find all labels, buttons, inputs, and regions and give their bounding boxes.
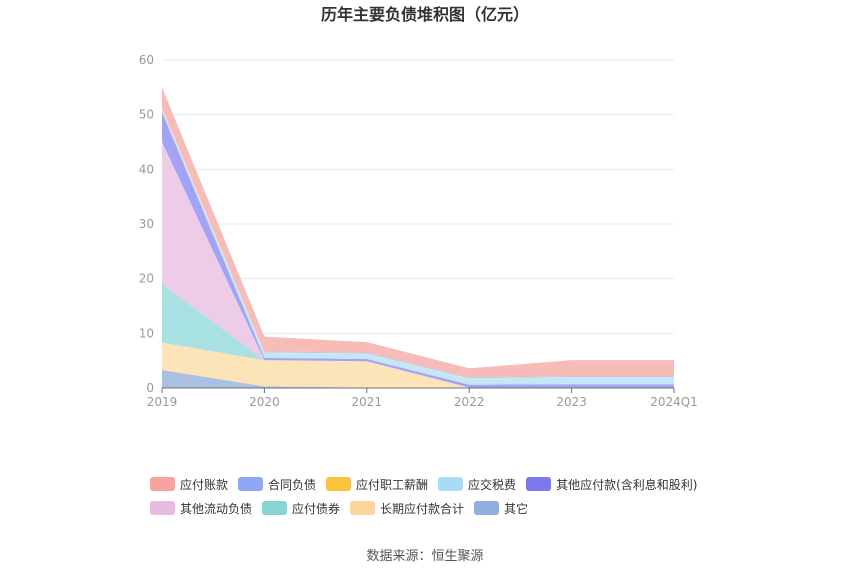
legend-swatch <box>438 477 464 491</box>
legend-swatch <box>474 501 500 515</box>
source-note: 数据来源：恒生聚源 <box>366 549 484 564</box>
legend-item[interactable]: 其他流动负债 <box>150 500 252 517</box>
legend-item[interactable]: 合同负债 <box>238 476 316 493</box>
legend-swatch <box>238 477 264 491</box>
legend-swatch <box>326 477 352 491</box>
x-tick-label: 2022 <box>454 395 485 409</box>
legend-item[interactable]: 其他应付款(含利息和股利) <box>526 476 697 493</box>
y-tick-label: 0 <box>146 381 154 395</box>
y-tick-label: 10 <box>139 326 154 340</box>
y-tick-label: 40 <box>139 162 154 176</box>
legend-label: 其他流动负债 <box>180 501 253 516</box>
chart-title: 历年主要负债堆积图（亿元） <box>321 5 529 24</box>
legend-label: 其他应付款(含利息和股利) <box>556 477 698 492</box>
legend-item[interactable]: 应付债券 <box>262 500 340 517</box>
legend-swatch <box>350 501 376 515</box>
legend-label: 合同负债 <box>268 477 317 492</box>
legend: 应付账款 合同负债 应付职工薪酬 应交税费 其他应付款(含利息和股利) 其他流动负债 应付… <box>150 472 750 520</box>
grid-lines: 0 10 20 30 40 50 60 <box>139 53 674 395</box>
area-series-1 <box>162 342 674 388</box>
legend-label: 其它 <box>504 501 529 516</box>
legend-item[interactable]: 长期应付款合计 <box>350 500 464 517</box>
legend-item[interactable]: 应交税费 <box>438 476 516 493</box>
y-tick-label: 20 <box>139 272 154 286</box>
y-tick-label: 30 <box>139 217 154 231</box>
x-tick-label: 2023 <box>556 395 587 409</box>
legend-item[interactable]: 应付职工薪酬 <box>326 476 428 493</box>
legend-label: 应付职工薪酬 <box>356 477 429 492</box>
legend-label: 应交税费 <box>468 477 517 492</box>
x-tick-label: 2020 <box>249 395 280 409</box>
y-tick-label: 60 <box>139 53 154 67</box>
legend-row-2: 其他流动负债 应付债券 长期应付款合计 其它 <box>150 496 750 520</box>
area-series-0 <box>162 370 674 388</box>
y-tick-label: 50 <box>139 108 154 122</box>
legend-label: 长期应付款合计 <box>380 501 465 516</box>
legend-label: 应付债券 <box>292 501 341 516</box>
x-tick-label: 2024Q1 <box>650 395 698 409</box>
area-series <box>162 87 674 388</box>
legend-swatch <box>150 477 175 491</box>
axes: 2019 2020 2021 2022 2023 2024Q1 <box>147 387 698 409</box>
legend-item[interactable]: 应付账款 <box>150 476 228 493</box>
x-tick-label: 2019 <box>147 395 178 409</box>
legend-swatch <box>262 501 288 515</box>
x-tick-label: 2021 <box>352 395 383 409</box>
legend-swatch <box>150 501 175 515</box>
legend-label: 应付账款 <box>180 477 229 492</box>
legend-row-1: 应付账款 合同负债 应付职工薪酬 应交税费 其他应付款(含利息和股利) <box>150 472 750 496</box>
legend-swatch <box>526 477 552 491</box>
legend-item[interactable]: 其它 <box>474 500 528 517</box>
